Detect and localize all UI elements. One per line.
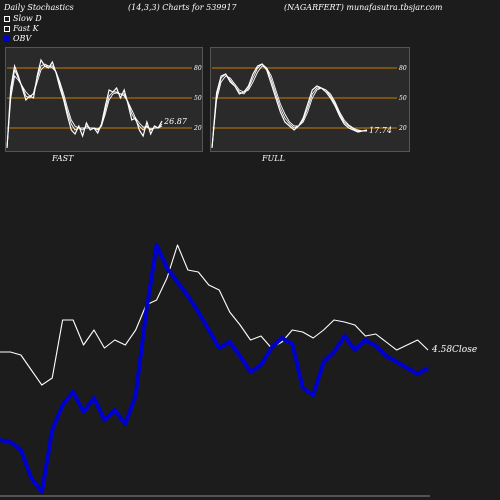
chart-subtitle: (14,3,3) Charts for 539917: [128, 3, 237, 12]
fast-panel: [5, 47, 203, 152]
full-series-line: [211, 63, 368, 149]
full-panel-label: FULL: [262, 154, 285, 163]
fast-series-line: [6, 58, 163, 149]
close-value-label: 4.58Close: [431, 345, 477, 355]
fast-level-label: 50: [194, 95, 202, 102]
fast-last-value-label: 26.87: [163, 117, 188, 126]
full-last-value-label: 17.74: [369, 126, 392, 135]
full-level-label: 50: [399, 95, 407, 102]
fast-level-label: 80: [194, 65, 202, 72]
fast-panel-label: FAST: [52, 154, 74, 163]
legend-fast-k: Fast K: [4, 24, 39, 33]
source-label: (NAGARFERT) munafasutra.tbsjar.com: [284, 3, 443, 12]
legend-label: Slow D: [13, 14, 42, 23]
close-series-line: [0, 244, 429, 386]
full-panel: [210, 47, 410, 152]
legend-label: OBV: [13, 34, 32, 43]
legend-slow-d: Slow D: [4, 14, 42, 23]
full-level-label: 20: [398, 125, 407, 132]
fast-series-line: [6, 63, 163, 149]
fast-series-line: [6, 65, 163, 149]
fast-level-label: 20: [193, 125, 202, 132]
legend-label: Fast K: [13, 24, 39, 33]
full-series-line: [211, 65, 367, 149]
legend-swatch: [4, 25, 10, 32]
obv-series-line: [0, 243, 429, 494]
chart-title: Daily Stochastics: [4, 3, 74, 12]
legend-swatch: [4, 35, 10, 42]
legend-obv: OBV: [4, 34, 31, 43]
full-level-label: 80: [399, 65, 407, 72]
legend-swatch: [4, 15, 10, 22]
full-series-line: [211, 63, 367, 149]
